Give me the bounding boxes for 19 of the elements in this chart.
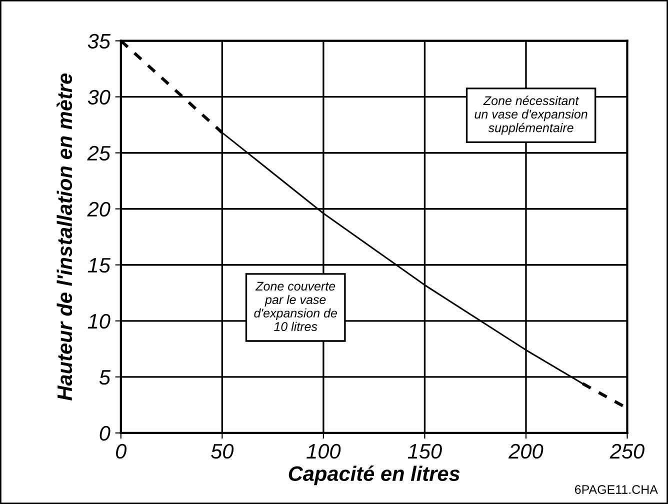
annotation: Zone nécessitant un vase d'expansion supplémentaire [474, 96, 588, 135]
y-tick-label: 35 [88, 34, 111, 49]
x-tick-label: 150 [408, 444, 442, 459]
x-tick-label: 100 [306, 444, 341, 459]
y-tick-label: 5 [99, 370, 111, 385]
x-tick-label: 250 [610, 444, 644, 459]
x-tick-label: 200 [508, 444, 544, 459]
y-tick-label: 0 [100, 426, 110, 441]
x-tick-label: 0 [116, 444, 127, 459]
text: 6PAGE11.CHA [575, 485, 658, 494]
y-axis-title: Hauteur de l'installation en mètre [56, 73, 72, 400]
x-tick-label: 50 [211, 444, 234, 459]
y-tick-label: 20 [87, 202, 110, 217]
y-tick-label: 10 [88, 314, 110, 329]
annotation: Zone couverte par le vase d'expansion de 10 litres [254, 282, 337, 332]
y-tick-label: 25 [87, 146, 111, 161]
y-tick-label: 30 [88, 90, 110, 105]
y-tick-label: 15 [88, 258, 111, 273]
x-axis-title: Capacité en litres [288, 466, 460, 486]
